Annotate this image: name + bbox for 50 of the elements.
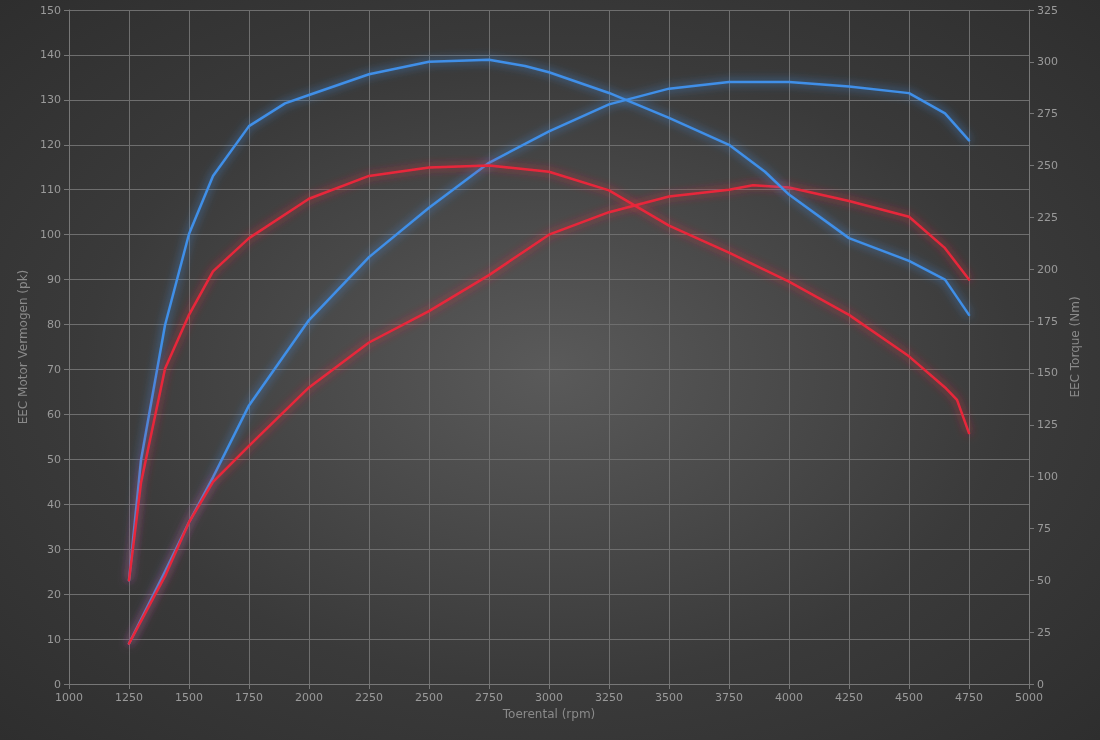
x-tick-label: 4500 xyxy=(895,691,923,704)
y-tick-label: 10 xyxy=(47,632,61,646)
y2-tick-label: 125 xyxy=(1037,418,1058,432)
y2-tick-label: 200 xyxy=(1037,262,1058,276)
y2-tick-label: 150 xyxy=(1037,366,1058,380)
y-tick-label: 30 xyxy=(47,542,61,556)
y-tick-label: 90 xyxy=(47,273,61,287)
y2-tick-label: 175 xyxy=(1037,314,1058,328)
y2-tick-label: 75 xyxy=(1037,521,1051,535)
y-tick-label: 80 xyxy=(47,318,61,332)
y-tick-label: 50 xyxy=(47,452,61,466)
y2-tick-label: 250 xyxy=(1037,159,1058,173)
y2-tick-label: 25 xyxy=(1037,625,1051,639)
x-tick-label: 4000 xyxy=(775,691,803,704)
x-tick-label: 3000 xyxy=(535,691,563,704)
y-tick-label: 0 xyxy=(54,677,61,691)
y2-tick-label: 225 xyxy=(1037,210,1058,224)
y-axis-title: EEC Motor Vermogen (pk) xyxy=(16,269,31,425)
y-tick-label: 120 xyxy=(40,138,61,152)
x-axis-title: Toerental (rpm) xyxy=(501,706,596,721)
y2-tick-label: 300 xyxy=(1037,55,1058,69)
y2-axis-title: EEC Torque (Nm) xyxy=(1067,296,1082,398)
x-tick-label: 1750 xyxy=(235,691,263,704)
y-tick-label: 110 xyxy=(40,183,61,197)
y-tick-label: 150 xyxy=(40,3,61,17)
y-tick-label: 100 xyxy=(40,228,61,242)
y-tick-label: 20 xyxy=(47,587,61,601)
y-tick-label: 140 xyxy=(40,48,61,62)
x-tick-label: 1250 xyxy=(115,691,143,704)
x-tick-label: 3750 xyxy=(715,691,743,704)
x-tick-label: 3500 xyxy=(655,691,683,704)
y2-tick-label: 325 xyxy=(1037,3,1058,17)
y-tick-label: 70 xyxy=(47,362,61,376)
x-tick-label: 4250 xyxy=(835,691,863,704)
x-tick-label: 2500 xyxy=(415,691,443,704)
x-tick-label: 4750 xyxy=(955,691,983,704)
y2-tick-label: 100 xyxy=(1037,470,1058,484)
x-tick-label: 1500 xyxy=(175,691,203,704)
x-tick-label: 2250 xyxy=(355,691,383,704)
y-tick-label: 130 xyxy=(40,93,61,107)
y2-tick-label: 0 xyxy=(1037,677,1044,691)
x-tick-label: 1000 xyxy=(55,691,83,704)
y-tick-label: 60 xyxy=(47,407,61,421)
y-tick-label: 40 xyxy=(47,497,61,511)
x-tick-label: 2000 xyxy=(295,691,323,704)
y2-tick-label: 50 xyxy=(1037,573,1051,587)
x-tick-label: 3250 xyxy=(595,691,623,704)
x-tick-label: 2750 xyxy=(475,691,503,704)
y2-tick-label: 275 xyxy=(1037,107,1058,121)
x-tick-label: 5000 xyxy=(1015,691,1043,704)
